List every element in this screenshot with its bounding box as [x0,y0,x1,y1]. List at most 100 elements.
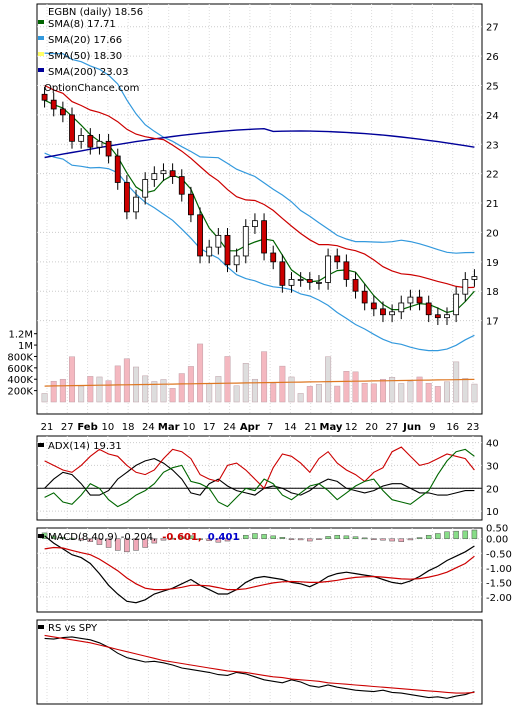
candle [142,179,149,198]
volume-bar [151,381,158,403]
watermark: OptionChance.com [44,83,139,94]
volume-bar [434,386,441,403]
candle [41,93,48,101]
macd-histogram-bar [425,534,432,539]
x-tick-label: 24 [142,422,155,433]
macd-histogram-bar [416,537,423,539]
volume-bar [453,361,460,403]
volume-bar [398,383,405,403]
rs-swatch [38,625,44,629]
candle [462,279,469,295]
volume-bar [361,382,368,403]
volume-bar [416,376,423,403]
price-tick-label: 23 [486,140,499,151]
price-y-axis: 17 18 19 20 21 22 23 24 25 26 27 [486,23,499,328]
price-tick-label: 20 [486,228,499,239]
legend-swatch-sma8 [38,20,44,24]
candle [471,276,478,280]
volume-bar [169,388,176,403]
rs-gridlines [46,620,474,704]
macd-histogram-bar [142,538,148,548]
adx-panel-frame [36,435,483,521]
macd-histogram-bar [435,533,441,539]
macd-histogram-bar [215,538,222,543]
x-tick-label: Feb [77,422,97,433]
candle [197,214,203,257]
candle [87,135,94,148]
candle [297,279,304,281]
price-legend: EGBN (daily) 18.56 SMA(8) 17.71 SMA(20) … [38,7,143,94]
volume-bar [343,371,350,403]
macd-histogram-bar [307,538,313,542]
ticker-label: EGBN (daily) 18.56 [48,7,143,18]
volume-bar [325,356,332,403]
bollinger-upper-line [44,52,475,254]
x-tick-label: 20 [365,422,378,433]
macd-tick-label: -2.00 [486,593,512,604]
macd-histogram-bar [334,534,340,539]
candle [425,302,432,316]
macd-histogram-bar [371,538,377,540]
price-tick-label: 22 [486,170,499,181]
price-tick-label: 21 [486,199,499,210]
price-tick-label: 17 [486,317,499,328]
adx-lines [44,446,475,508]
price-tick-label: 27 [486,23,499,34]
x-tick-label: 10 [183,422,196,433]
volume-tick-label: 200K [7,387,33,398]
macd-histogram-bar [361,537,368,540]
volume-bar [197,343,204,403]
volume-bar [389,376,396,403]
macd-histogram-bar [261,534,267,539]
volume-bar [142,375,149,403]
macd-histogram-bar [352,536,359,539]
macd-histogram-bar [279,537,286,539]
candle [361,290,368,304]
x-tick-label: 18 [122,422,135,433]
macd-histogram-bar [60,537,66,539]
adx-swatch [38,443,44,447]
legend-swatch-sma50 [38,52,44,56]
x-tick-label: 24 [223,422,236,433]
x-tick-label: 14 [284,422,297,433]
macd-label: MACD(8,40,9) -0.204, -0.601, 0.401 [48,532,239,543]
macd-histogram-bar [114,538,121,551]
volume-bar [87,376,94,403]
candle [261,220,267,254]
macd-histogram-bar [316,538,322,540]
volume-bar [96,376,103,403]
price-tick-label: 19 [486,258,499,269]
macd-histogram-bar [151,538,158,544]
candle [343,261,350,280]
sma-red-line [44,84,475,289]
macd-histogram-bar [297,538,304,541]
x-tick-label: Jun [402,422,421,433]
price-panel-frame [36,3,483,415]
macd-histogram-bar [96,538,103,545]
volume-tick-label: 600K [7,364,33,375]
macd-histogram-bar [197,538,203,540]
macd-label-signal: -0.601, [162,532,202,543]
macd-histogram-bar [325,536,331,539]
candle [252,220,258,227]
x-tick-label: 23 [467,422,480,433]
candle [288,279,295,286]
x-tick-label: Mar [158,422,180,433]
macd-histogram-bar [343,535,350,539]
adx-tick-label: 20 [486,484,499,495]
price-tick-label: 26 [486,52,499,63]
price-tick-label: 25 [486,81,499,92]
macd-histogram-bar [252,533,258,539]
macd-histogram-bar [188,535,194,539]
volume-bar [251,378,258,403]
macd-tick-label: 0.00 [486,535,508,546]
candle [306,279,313,283]
x-tick-label: 16 [446,422,459,433]
volume-tick-label: 800K [7,352,33,363]
macd-histogram-bar [270,535,276,539]
adx-tick-label: 30 [486,461,499,472]
macd-tick-label: -1.50 [486,578,512,589]
volume-bar [69,356,76,403]
